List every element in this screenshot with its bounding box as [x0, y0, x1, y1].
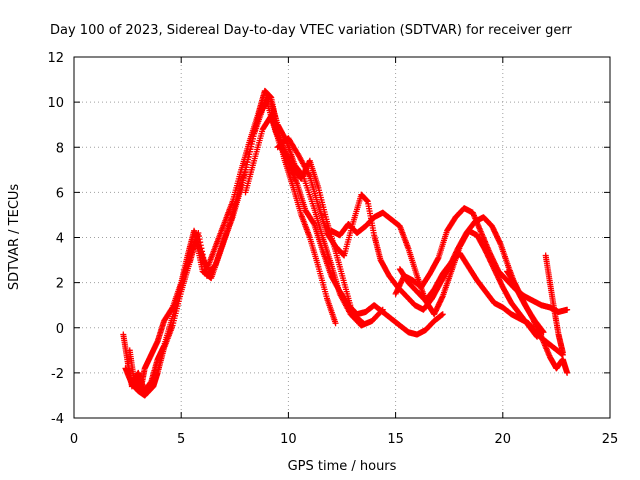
- x-tick-label: 0: [70, 432, 78, 447]
- y-tick-label: 4: [56, 232, 64, 247]
- series-sat-i: [504, 268, 571, 376]
- x-tick-label: 20: [495, 432, 512, 447]
- data-points: [120, 87, 571, 399]
- series-sat-f: [328, 209, 541, 340]
- chart-title: Day 100 of 2023, Sidereal Day-to-day VTE…: [50, 23, 572, 38]
- data-point-marker: [332, 320, 339, 327]
- data-point-marker: [559, 349, 566, 356]
- data-point-marker: [564, 369, 571, 376]
- series-sat-d: [242, 112, 446, 338]
- y-tick-label: 2: [56, 277, 64, 292]
- data-point-marker: [564, 306, 571, 313]
- y-axis-label: SDTVAR / TECUs: [7, 184, 22, 291]
- axes: 0 5 10 15 20 25 -4 -2 0 2 4 6 8 10 12: [47, 51, 618, 447]
- x-tick-label: 15: [387, 432, 404, 447]
- x-tick-label: 25: [602, 432, 619, 447]
- y-tick-label: 6: [56, 186, 64, 201]
- y-tick-label: 8: [56, 141, 64, 156]
- x-tick-label: 10: [280, 432, 297, 447]
- y-tick-label: -2: [51, 367, 64, 382]
- y-tick-label: 10: [47, 96, 64, 111]
- x-axis-label: GPS time / hours: [288, 459, 397, 474]
- series-sat-j: [542, 252, 566, 356]
- y-tick-label: 0: [56, 322, 64, 337]
- series-sat-a: [120, 87, 339, 394]
- y-tick-label: 12: [47, 51, 64, 66]
- x-tick-label: 5: [177, 432, 185, 447]
- y-tick-label: -4: [51, 412, 64, 427]
- data-point-marker: [439, 311, 446, 318]
